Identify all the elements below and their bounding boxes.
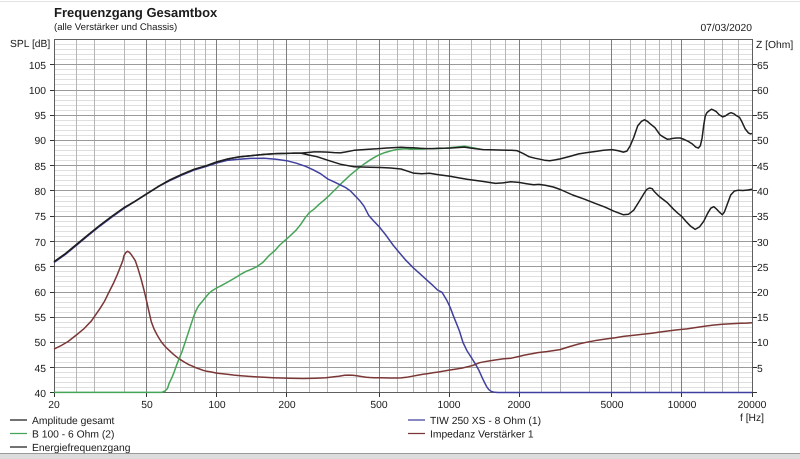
svg-text:20: 20 (48, 400, 60, 411)
svg-text:Amplitude gesamt: Amplitude gesamt (32, 416, 115, 427)
svg-text:f [Hz]: f [Hz] (740, 413, 764, 424)
svg-text:95: 95 (35, 111, 47, 122)
svg-text:50: 50 (35, 338, 47, 349)
svg-text:105: 105 (29, 61, 46, 72)
svg-text:Energiefrequenzgang: Energiefrequenzgang (32, 443, 131, 454)
svg-text:07/03/2020: 07/03/2020 (700, 23, 752, 34)
svg-text:65: 65 (35, 263, 47, 274)
svg-text:100: 100 (29, 86, 46, 97)
svg-text:40: 40 (757, 187, 769, 198)
svg-text:50: 50 (141, 400, 153, 411)
svg-text:60: 60 (35, 288, 47, 299)
svg-text:40: 40 (35, 389, 47, 400)
svg-text:100: 100 (208, 400, 225, 411)
svg-text:200: 200 (278, 400, 295, 411)
svg-text:Frequenzgang Gesamtbox: Frequenzgang Gesamtbox (54, 5, 218, 20)
svg-text:75: 75 (35, 212, 47, 223)
svg-text:5: 5 (757, 364, 763, 375)
svg-text:50: 50 (757, 136, 769, 147)
svg-text:1000: 1000 (438, 400, 461, 411)
svg-text:(alle Verstärker und Chassis): (alle Verstärker und Chassis) (54, 22, 177, 33)
svg-text:60: 60 (757, 86, 769, 97)
svg-text:10: 10 (757, 338, 769, 349)
svg-text:45: 45 (757, 162, 769, 173)
svg-text:Z [Ohm]: Z [Ohm] (756, 40, 793, 51)
svg-text:70: 70 (35, 238, 47, 249)
svg-text:15: 15 (757, 313, 769, 324)
svg-text:25: 25 (757, 263, 769, 274)
svg-text:Impedanz Verstärker 1: Impedanz Verstärker 1 (430, 430, 534, 441)
svg-text:30: 30 (757, 238, 769, 249)
svg-text:20: 20 (757, 288, 769, 299)
svg-text:B 100 - 6 Ohm (2): B 100 - 6 Ohm (2) (32, 430, 114, 441)
svg-text:500: 500 (370, 400, 387, 411)
svg-text:SPL [dB]: SPL [dB] (10, 39, 50, 50)
svg-text:5000: 5000 (601, 400, 624, 411)
svg-text:80: 80 (35, 187, 47, 198)
svg-text:65: 65 (757, 61, 769, 72)
svg-text:55: 55 (757, 111, 769, 122)
svg-text:90: 90 (35, 136, 47, 147)
svg-text:55: 55 (35, 313, 47, 324)
svg-text:10000: 10000 (668, 400, 697, 411)
svg-text:85: 85 (35, 162, 47, 173)
svg-text:45: 45 (35, 364, 47, 375)
svg-text:TIW 250 XS - 8 Ohm (1): TIW 250 XS - 8 Ohm (1) (430, 416, 541, 427)
svg-text:2000: 2000 (508, 400, 531, 411)
svg-text:35: 35 (757, 212, 769, 223)
svg-text:20000: 20000 (738, 400, 767, 411)
